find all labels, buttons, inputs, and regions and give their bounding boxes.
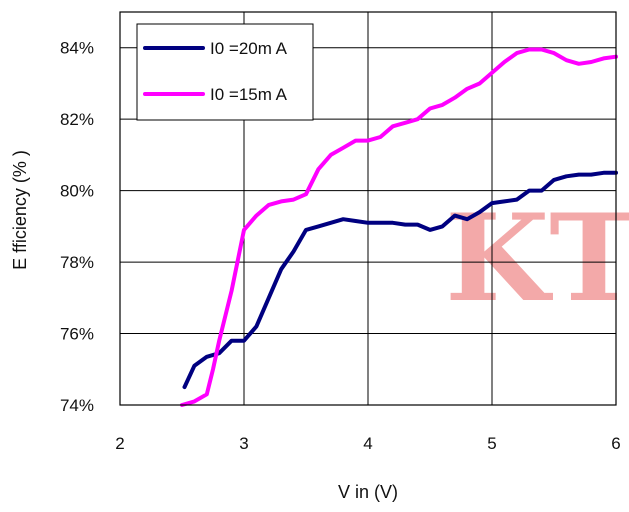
y-axis-title: E fficiency (% ): [10, 150, 30, 270]
series-line-io-15ma: [180, 47, 618, 407]
x-tick-label: 2: [115, 434, 124, 453]
x-tick-label: 6: [611, 434, 620, 453]
watermark-text: KT: [445, 188, 629, 329]
y-tick-labels: 74% 76% 78% 80% 82% 84%: [60, 39, 94, 415]
y-tick-label: 74%: [60, 396, 94, 415]
y-tick-label: 84%: [60, 39, 94, 58]
y-tick-label: 80%: [60, 182, 94, 201]
series-layer: [180, 47, 618, 407]
y-tick-label: 78%: [60, 253, 94, 272]
plot-frame: [119, 11, 617, 406]
legend-box: [136, 23, 314, 121]
x-tick-label: 5: [487, 434, 496, 453]
legend-label: I0 =20m A: [210, 39, 288, 58]
legend: I0 =20m A I0 =15m A: [136, 23, 314, 121]
y-tick-label: 82%: [60, 110, 94, 129]
x-tick-label: 4: [363, 434, 372, 453]
x-tick-label: 3: [239, 434, 248, 453]
x-axis-title: V in (V): [338, 482, 398, 502]
legend-label: I0 =15m A: [210, 85, 288, 104]
series-line-io-20ma: [182, 170, 618, 390]
x-tick-labels: 2 3 4 5 6: [115, 434, 620, 453]
y-tick-label: 76%: [60, 325, 94, 344]
